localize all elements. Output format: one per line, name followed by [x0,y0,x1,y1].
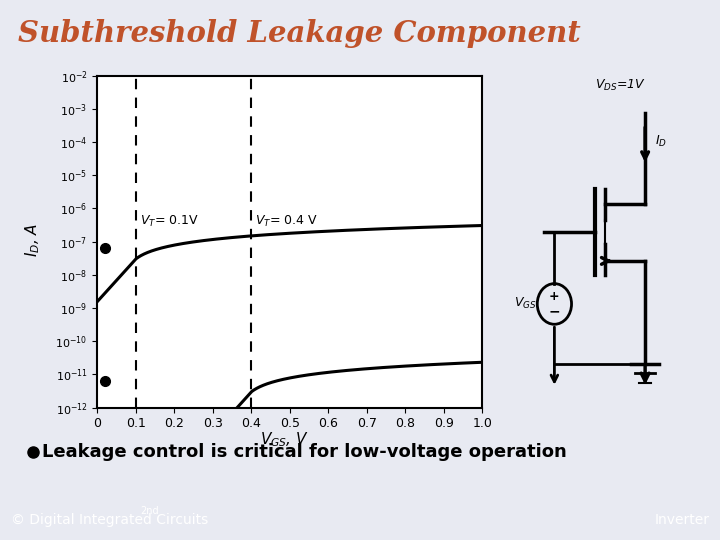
Text: $V_{DS}$=1V: $V_{DS}$=1V [595,78,647,93]
Text: $I_D$, A: $I_D$, A [23,223,42,258]
Text: $V_T$= 0.1V: $V_T$= 0.1V [140,214,199,229]
Text: −: − [549,304,560,318]
Text: $V_T$= 0.4 V: $V_T$= 0.4 V [255,214,318,229]
Text: +: + [549,291,559,303]
Text: © Digital Integrated Circuits: © Digital Integrated Circuits [11,513,208,526]
Text: Leakage control is critical for low-voltage operation: Leakage control is critical for low-volt… [42,443,567,461]
Text: $V_{GS}$, V: $V_{GS}$, V [260,431,309,449]
Text: Subthreshold Leakage Component: Subthreshold Leakage Component [18,19,581,48]
Text: Inverter: Inverter [654,513,709,526]
Text: $I_D$: $I_D$ [655,134,667,149]
Text: $V_{GS}$: $V_{GS}$ [514,296,536,312]
Text: 2nd: 2nd [140,506,159,516]
